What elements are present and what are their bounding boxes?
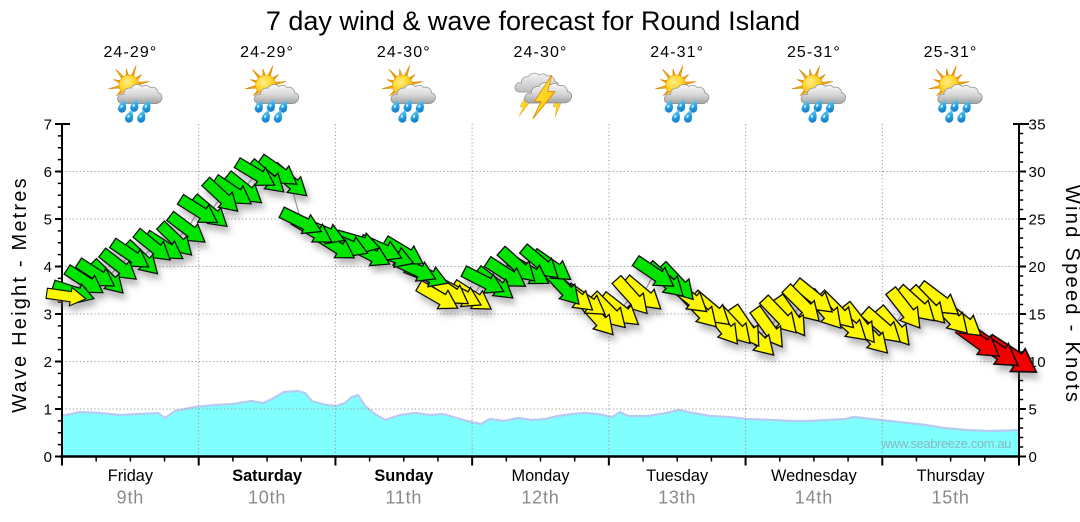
svg-text:11th: 11th xyxy=(385,488,422,508)
svg-text:Sunday: Sunday xyxy=(374,467,433,485)
svg-text:25-31°: 25-31° xyxy=(924,44,978,61)
svg-text:12th: 12th xyxy=(521,488,559,508)
svg-text:2: 2 xyxy=(44,354,52,371)
svg-text:0: 0 xyxy=(1029,449,1038,466)
svg-text:30: 30 xyxy=(1029,164,1047,181)
svg-text:10th: 10th xyxy=(248,488,286,508)
svg-text:Saturday: Saturday xyxy=(232,467,302,485)
svg-text:0: 0 xyxy=(44,449,52,466)
svg-text:15th: 15th xyxy=(931,488,969,508)
svg-text:Thursday: Thursday xyxy=(917,467,986,485)
svg-text:24-31°: 24-31° xyxy=(650,44,704,61)
svg-text:Wednesday: Wednesday xyxy=(771,467,858,485)
svg-text:25: 25 xyxy=(1029,211,1047,228)
svg-text:9th: 9th xyxy=(117,488,144,508)
svg-text:Monday: Monday xyxy=(512,467,571,485)
svg-text:Wind Speed - Knots: Wind Speed - Knots xyxy=(1061,185,1080,404)
svg-text:25-31°: 25-31° xyxy=(787,44,841,61)
svg-text:5: 5 xyxy=(1029,401,1038,418)
svg-text:www.seabreeze.com.au: www.seabreeze.com.au xyxy=(880,436,1011,451)
svg-text:24-29°: 24-29° xyxy=(240,44,294,61)
svg-text:7 day wind & wave forecast for: 7 day wind & wave forecast for Round Isl… xyxy=(266,6,800,36)
svg-text:20: 20 xyxy=(1029,259,1047,276)
svg-text:4: 4 xyxy=(44,259,52,276)
svg-text:6: 6 xyxy=(44,164,52,181)
svg-text:14th: 14th xyxy=(795,488,833,508)
svg-text:5: 5 xyxy=(44,211,52,228)
svg-text:Friday: Friday xyxy=(108,467,154,485)
svg-text:24-29°: 24-29° xyxy=(103,44,157,61)
svg-text:3: 3 xyxy=(44,306,52,323)
svg-text:Wave Height - Metres: Wave Height - Metres xyxy=(9,176,31,413)
svg-text:24-30°: 24-30° xyxy=(514,44,568,61)
svg-text:Tuesday: Tuesday xyxy=(646,467,709,485)
svg-text:1: 1 xyxy=(44,401,52,418)
svg-text:13th: 13th xyxy=(658,488,696,508)
svg-text:24-30°: 24-30° xyxy=(377,44,431,61)
svg-text:7: 7 xyxy=(44,116,52,133)
svg-text:15: 15 xyxy=(1029,306,1047,323)
svg-text:35: 35 xyxy=(1029,116,1047,133)
